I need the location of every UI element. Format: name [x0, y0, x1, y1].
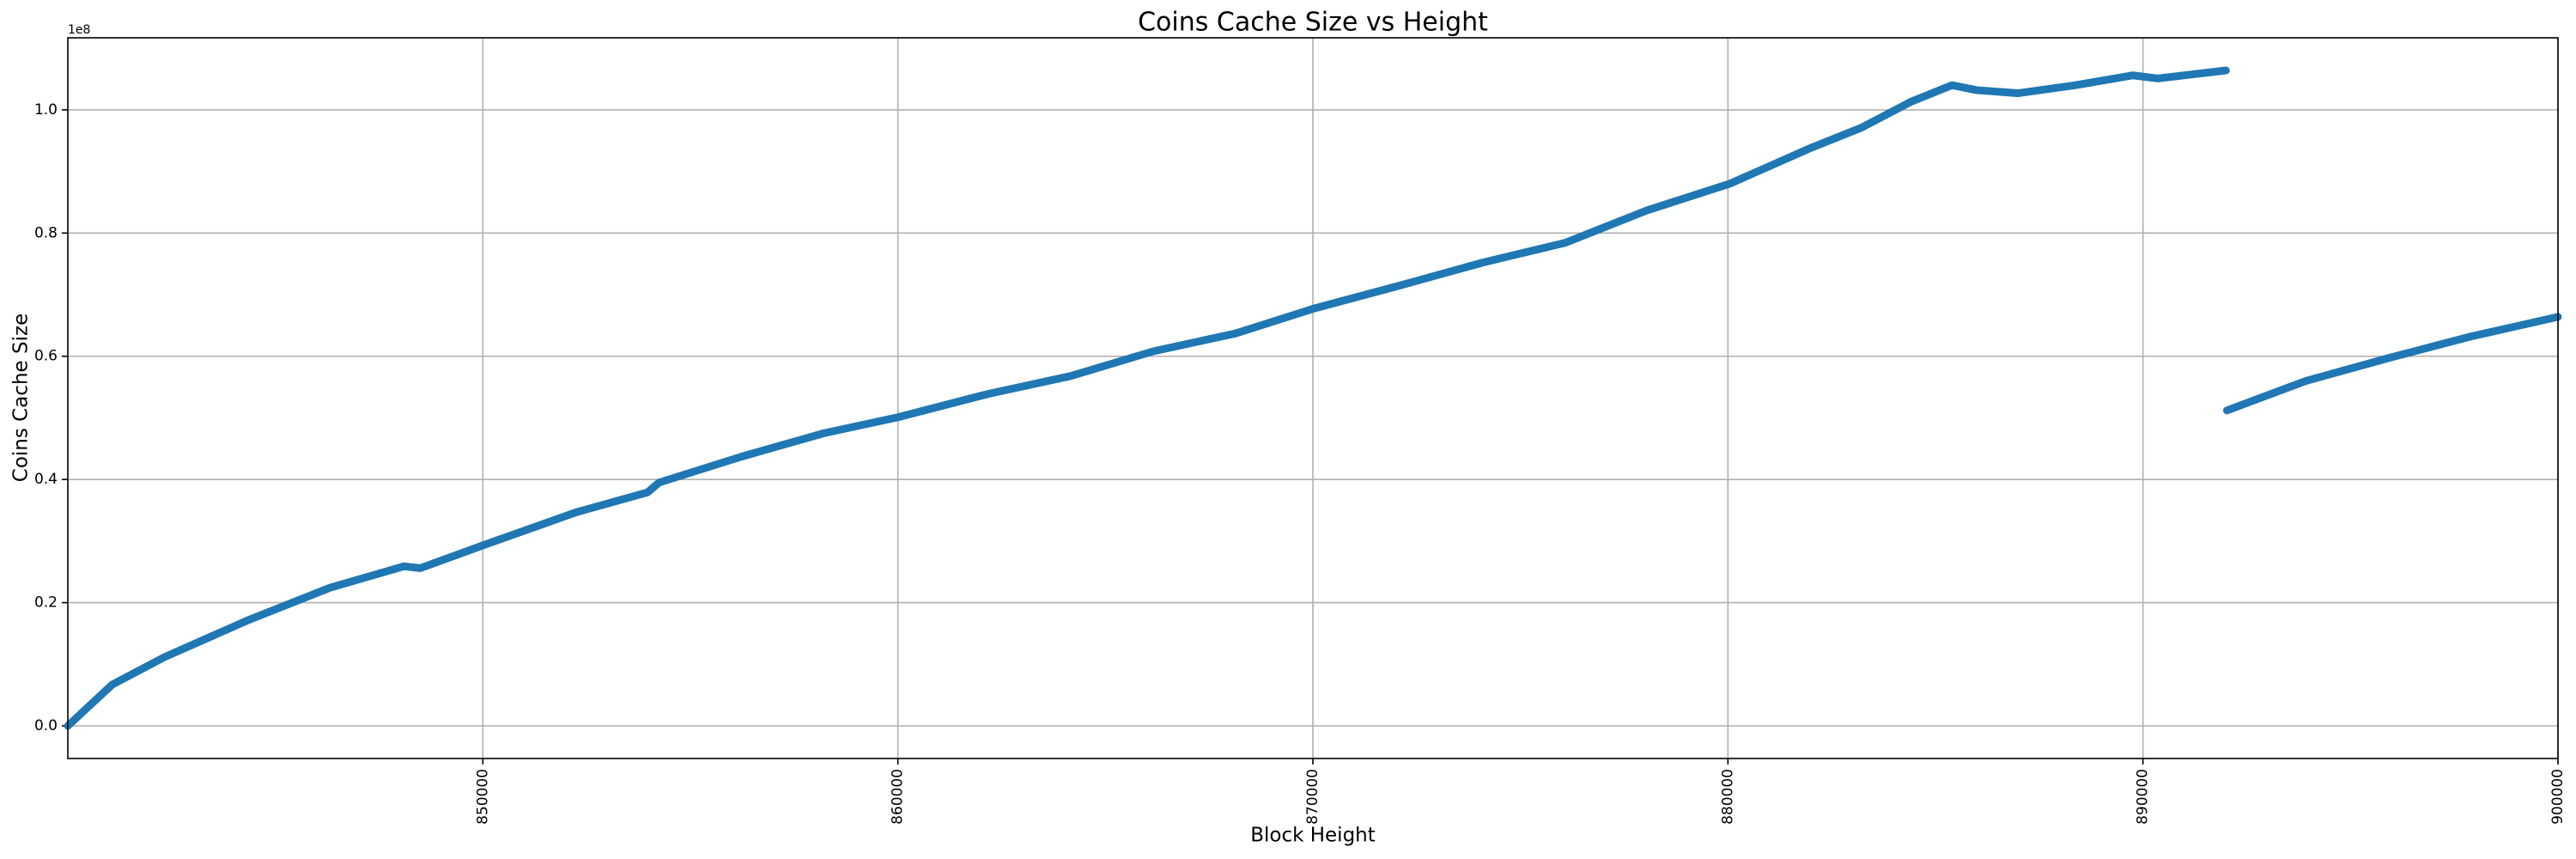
x-tick-label: 890000	[2135, 769, 2152, 825]
y-axis-label: Coins Cache Size	[10, 314, 33, 482]
y-tick-label: 0.0	[34, 717, 58, 734]
x-tick-label: 850000	[474, 769, 491, 825]
chart-title: Coins Cache Size vs Height	[1138, 8, 1488, 38]
x-tick-label: 880000	[1719, 769, 1736, 825]
x-tick-label: 860000	[890, 769, 907, 825]
plot-frame	[67, 37, 2559, 759]
x-tick-label: 900000	[2549, 769, 2567, 825]
y-offset-label: 1e8	[68, 23, 90, 37]
x-axis-label: Block Height	[1250, 825, 1376, 847]
y-tick-label: 0.6	[34, 348, 58, 365]
y-tick-label: 0.2	[34, 594, 58, 612]
x-tick-label: 870000	[1304, 769, 1321, 825]
data-line	[64, 66, 2562, 730]
y-tick-label: 0.4	[34, 471, 58, 488]
y-tick-label: 1.0	[34, 101, 58, 119]
y-tick-label: 0.8	[34, 224, 58, 241]
